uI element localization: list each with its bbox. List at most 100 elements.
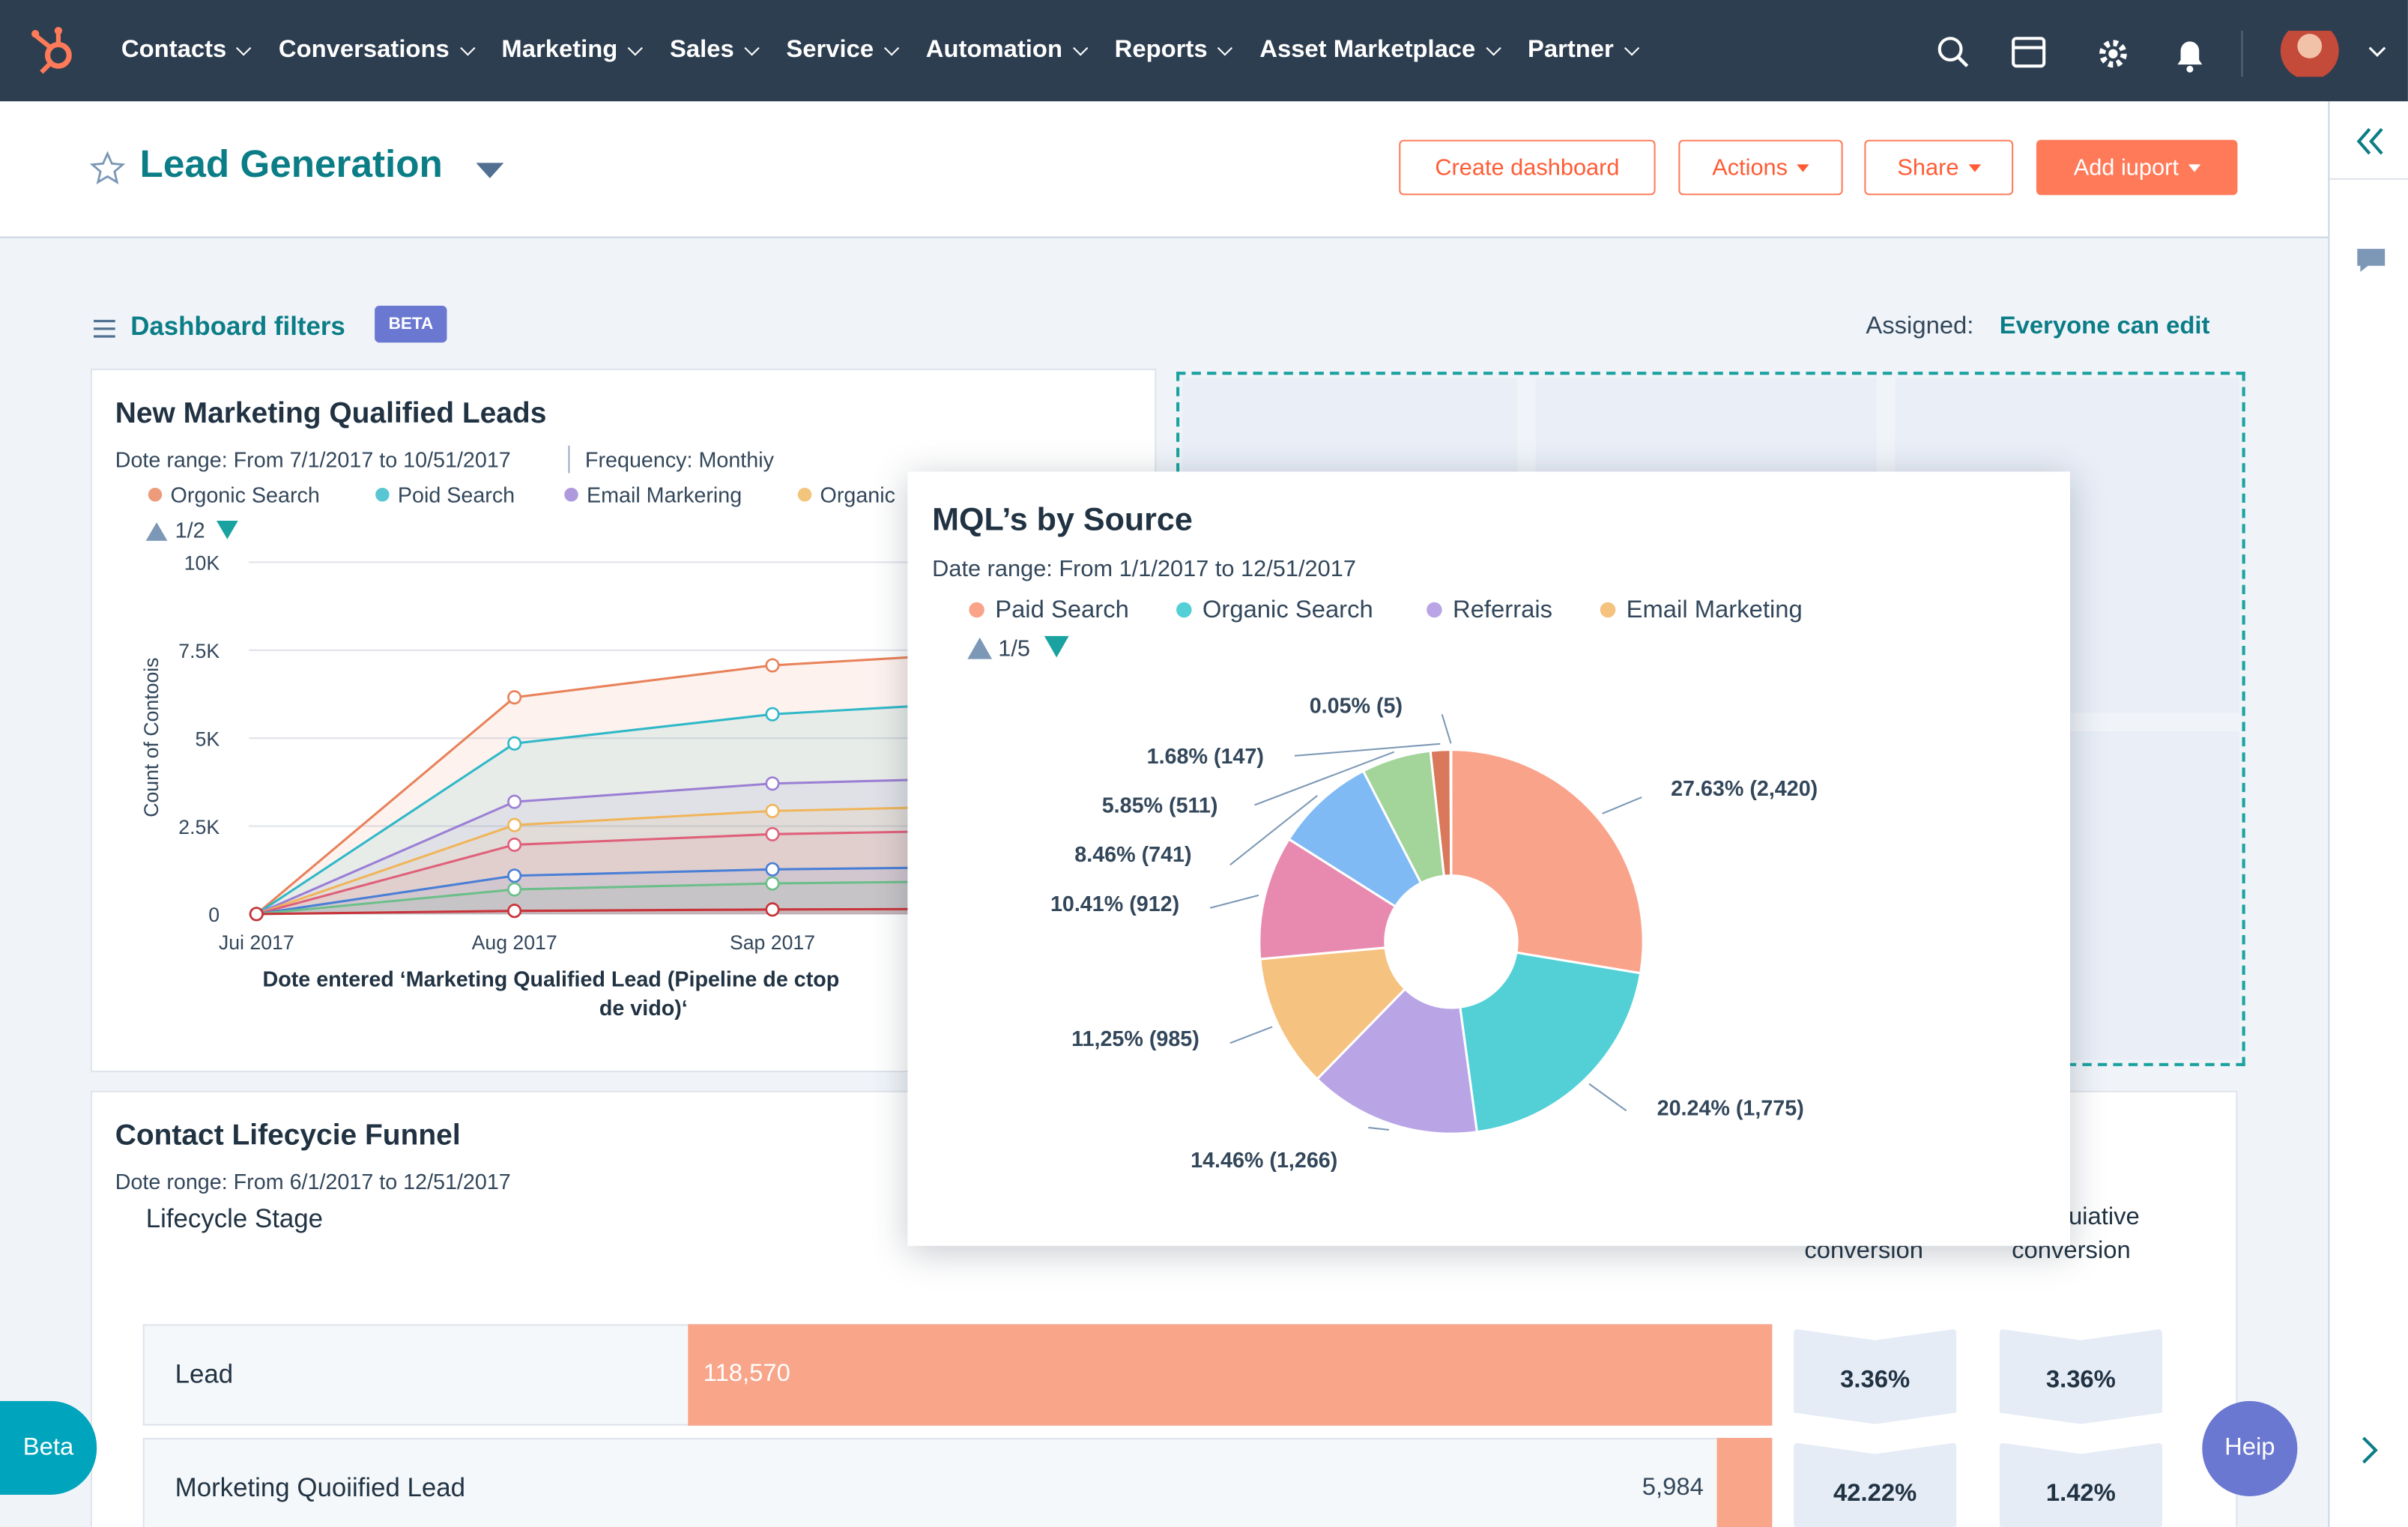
funnel-bar bbox=[688, 1324, 1773, 1426]
title-dropdown[interactable] bbox=[474, 161, 505, 180]
comments-icon[interactable] bbox=[2354, 246, 2388, 276]
leader-line bbox=[1294, 743, 1441, 757]
series-point bbox=[765, 803, 780, 818]
series-point bbox=[507, 837, 522, 852]
cumulative-value: 3.36% bbox=[2045, 1367, 2116, 1394]
series-area bbox=[256, 880, 1031, 914]
nav-item[interactable]: Partner bbox=[1528, 37, 1639, 64]
stage-header: Lifecycle Stage bbox=[145, 1204, 324, 1234]
nav-item[interactable]: Asset Marketplace bbox=[1259, 37, 1501, 64]
series-point bbox=[765, 902, 780, 917]
favorite-star[interactable] bbox=[89, 151, 126, 187]
leader-line bbox=[1368, 1126, 1390, 1131]
button-label: Actions bbox=[1712, 154, 1788, 181]
nav-items: Contacts Conversations Marketing Sales Servi… bbox=[121, 0, 1639, 101]
legend-marker bbox=[1427, 602, 1442, 618]
series-point bbox=[765, 707, 780, 722]
leader-line bbox=[1588, 1083, 1627, 1112]
logo[interactable] bbox=[28, 25, 80, 77]
pager-next[interactable] bbox=[217, 521, 238, 539]
pager-label: 1/2 bbox=[175, 519, 205, 543]
pie-chart-card: MQL’s by Source Date range: From 1/1/201… bbox=[907, 471, 2070, 1246]
beta-badge: BETA bbox=[375, 306, 447, 343]
card-frequency: Frequency: Monthiy bbox=[584, 447, 774, 472]
button-label: Create dashboard bbox=[1435, 154, 1620, 181]
leader-line bbox=[1229, 795, 1318, 866]
nav-label: Marketing bbox=[501, 37, 618, 64]
legend-label: Email Markering bbox=[587, 483, 742, 507]
nav-item[interactable]: Automation bbox=[925, 37, 1088, 64]
conversion-badge bbox=[1794, 1328, 1957, 1424]
slice-label: 8.46% (741) bbox=[1074, 843, 1191, 867]
create-dashboard-button[interactable]: Create dashboard bbox=[1399, 139, 1656, 196]
pie-slice bbox=[1459, 951, 1642, 1134]
marketplace-icon[interactable] bbox=[2012, 37, 2046, 68]
slice-label: 11,25% (985) bbox=[1071, 1027, 1200, 1051]
right-sidebar bbox=[2328, 101, 2408, 1527]
button-label: Share bbox=[1897, 154, 1959, 181]
notifications-icon[interactable] bbox=[2177, 41, 2203, 65]
pager-prev[interactable] bbox=[145, 522, 168, 541]
dashboard-title[interactable]: Lead Generation bbox=[139, 142, 443, 187]
legend-marker bbox=[797, 487, 812, 502]
pie-slice bbox=[1315, 987, 1479, 1135]
series-line bbox=[255, 775, 1031, 916]
cumulative-value: 1.42% bbox=[2045, 1481, 2116, 1508]
conversion-value: 3.36% bbox=[1840, 1367, 1911, 1394]
settings-icon[interactable] bbox=[2099, 40, 2127, 68]
expand-icon[interactable] bbox=[2354, 1432, 2385, 1469]
assigned-value[interactable]: Everyone can edit bbox=[1999, 313, 2210, 340]
slice-label: 1.68% (147) bbox=[1147, 745, 1264, 769]
caret bbox=[1797, 163, 1809, 172]
search-icon[interactable] bbox=[1937, 37, 1963, 62]
legend-label: Poid Search bbox=[398, 483, 515, 507]
filters-icon[interactable] bbox=[92, 318, 117, 339]
nav-item[interactable]: Marketing bbox=[501, 37, 644, 64]
slice-label: 10.41% (912) bbox=[1050, 892, 1179, 916]
legend-label: Organic bbox=[820, 483, 895, 507]
collapse-icon[interactable] bbox=[2351, 123, 2388, 160]
x-axis-label: de vido)ʻ bbox=[599, 997, 688, 1020]
nav-item[interactable]: Reports bbox=[1115, 37, 1233, 64]
legend-label: Organic Search bbox=[1203, 595, 1373, 623]
legend-marker bbox=[1176, 602, 1192, 618]
share-button[interactable]: Share bbox=[1864, 139, 2014, 196]
slice-label: 27.63% (2,420) bbox=[1671, 777, 1818, 801]
nav-item[interactable]: Contacts bbox=[121, 37, 252, 64]
legend-label: Email Marketing bbox=[1627, 595, 1803, 623]
beta-button[interactable]: Beta bbox=[0, 1400, 97, 1495]
x-tick-label: Sap 2017 bbox=[730, 931, 815, 954]
add-report-button[interactable]: Add iuport bbox=[2036, 139, 2238, 196]
series-point bbox=[507, 868, 522, 883]
nav-label: Automation bbox=[925, 37, 1062, 64]
help-button[interactable]: Heip bbox=[2202, 1400, 2298, 1496]
nav-item[interactable]: Conversations bbox=[278, 37, 475, 64]
pager-label: 1/5 bbox=[998, 635, 1030, 661]
nav-item[interactable]: Service bbox=[786, 37, 900, 64]
series-point bbox=[765, 658, 780, 673]
top-nav: Contacts Conversations Marketing Sales Servi… bbox=[0, 0, 2408, 102]
stage-label: Lead bbox=[175, 1359, 234, 1389]
nav-label: Conversations bbox=[278, 37, 450, 64]
funnel-row: Morketing Quoiified Lead 5,984 bbox=[142, 1438, 1773, 1527]
x-tick-label: Jui 2017 bbox=[219, 931, 294, 954]
pager-next[interactable] bbox=[1044, 635, 1069, 658]
legend-marker bbox=[148, 487, 163, 502]
series-line bbox=[256, 879, 1031, 916]
leader-line bbox=[1441, 714, 1452, 744]
dashboard-filters-link[interactable]: Dashboard filters bbox=[130, 312, 345, 342]
series-line bbox=[255, 649, 1031, 916]
pager-prev[interactable] bbox=[967, 637, 993, 659]
assigned-label: Assigned: bbox=[1866, 313, 1974, 340]
y-tick-label: 0 bbox=[208, 904, 220, 926]
series-line bbox=[256, 865, 1031, 916]
actions-button[interactable]: Actions bbox=[1678, 139, 1843, 196]
stage-label: Morketing Quoiified Lead bbox=[175, 1473, 466, 1503]
cumulative-badge bbox=[1999, 1442, 2162, 1527]
nav-item[interactable]: Sales bbox=[670, 37, 760, 64]
series-area bbox=[256, 776, 1031, 914]
pie-slice bbox=[1287, 769, 1423, 908]
series-point bbox=[765, 776, 780, 791]
